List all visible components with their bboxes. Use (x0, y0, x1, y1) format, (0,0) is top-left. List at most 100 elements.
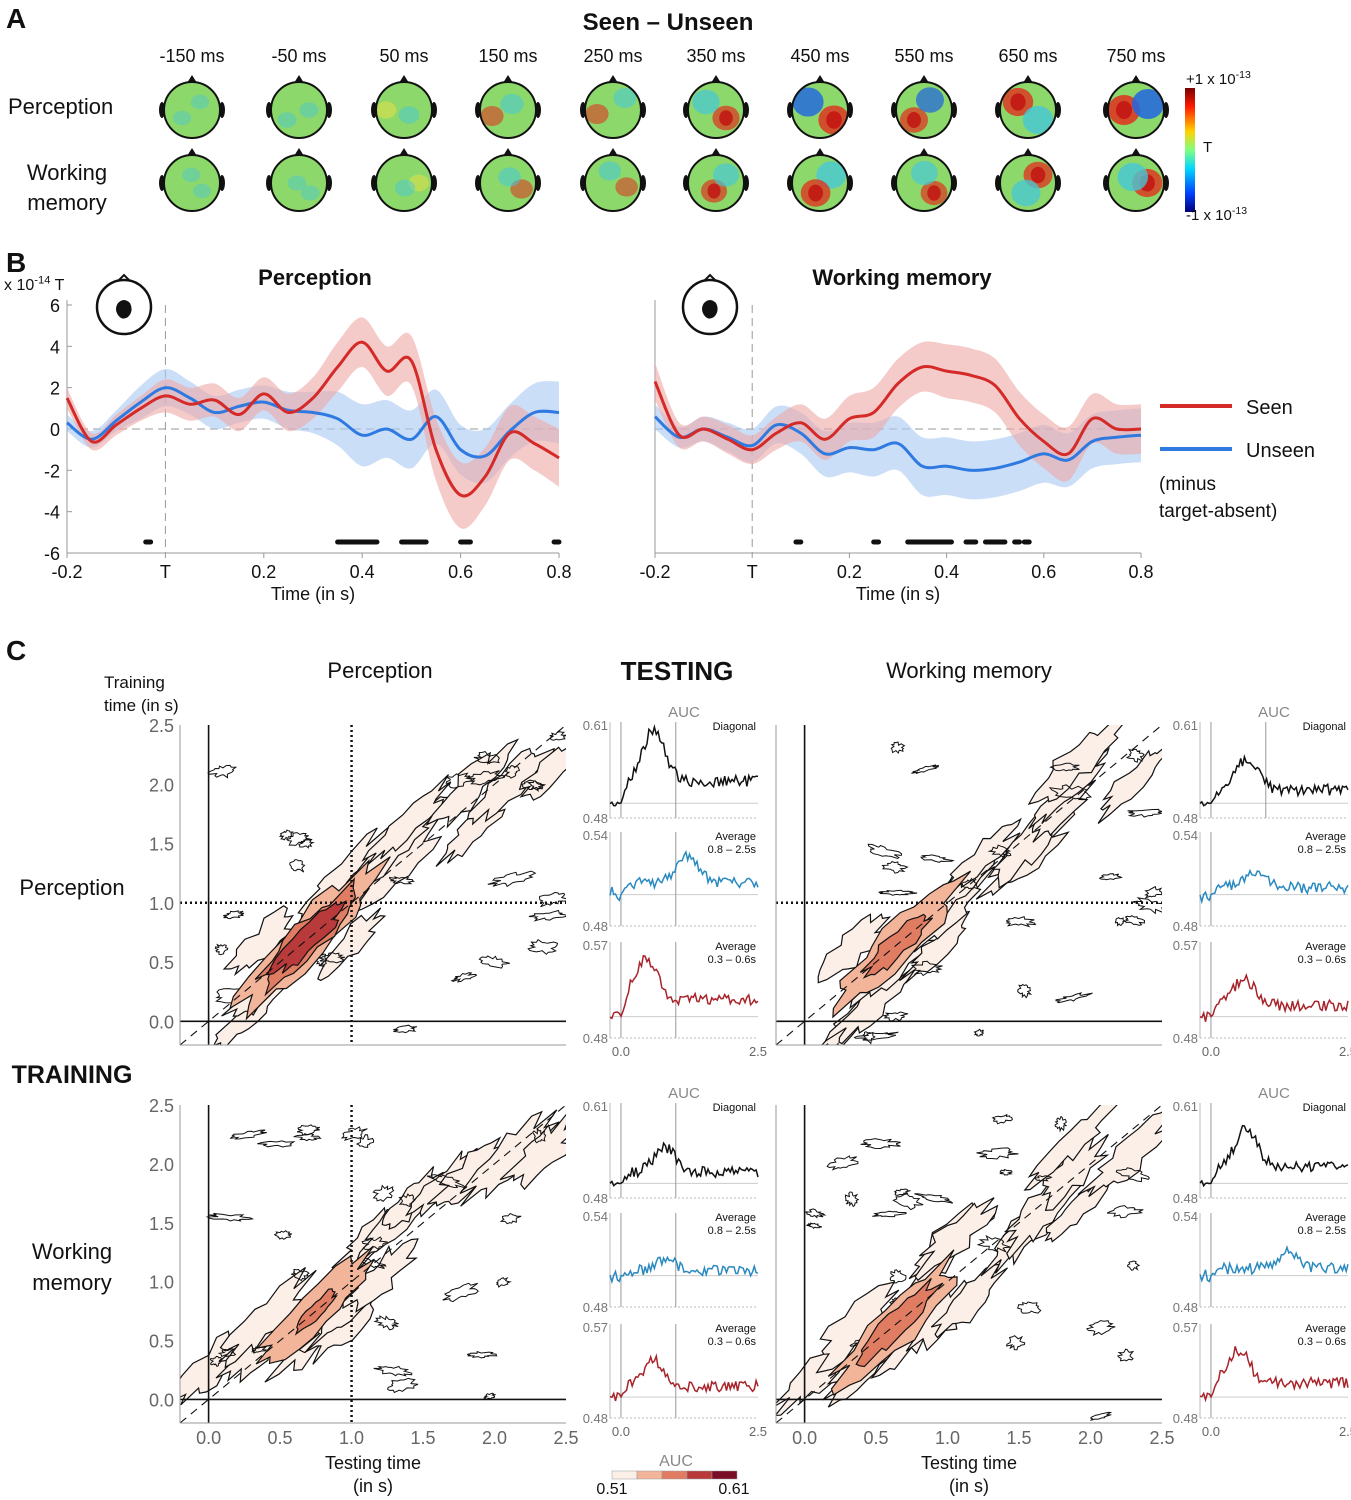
head-scalp (271, 82, 327, 138)
topomap (683, 75, 749, 139)
contour-island (860, 1138, 901, 1150)
contour-island (528, 909, 566, 922)
topomap-blob-core (707, 183, 721, 199)
head-nose (294, 75, 304, 83)
inset-title: 0.3 – 0.6s (708, 1336, 757, 1348)
topomap (266, 148, 332, 212)
x-tick-label: 0.2 (251, 562, 276, 582)
inset-ymin: 0.48 (583, 1031, 608, 1046)
inset-ymin: 0.48 (583, 1300, 608, 1315)
inset-ymin: 0.48 (1173, 1031, 1198, 1046)
contour-level-4 (266, 900, 347, 976)
contour-island (527, 939, 559, 955)
time-label: 50 ms (379, 46, 428, 66)
legend-note-line1: (minus (1159, 474, 1216, 495)
topomap-blobs (911, 160, 948, 206)
contour-island (1115, 1167, 1150, 1183)
panel-letter-a: A (6, 3, 26, 34)
contour-island (878, 889, 918, 896)
auc-colorbar-cell (711, 1470, 738, 1480)
y-tick-label: -4 (44, 503, 60, 523)
inset-ymax: 0.61 (583, 1099, 608, 1114)
contour-island (292, 1133, 322, 1142)
col-title-working-memory: Working memory (886, 658, 1052, 683)
x-tick-label: T (160, 562, 171, 582)
y-tick-label: 0 (50, 420, 60, 440)
legend-seen-label: Seen (1246, 397, 1293, 419)
topomap-blob (1022, 105, 1054, 135)
topomap-blob (1011, 179, 1041, 207)
topomap (266, 75, 332, 139)
head-nose (294, 148, 304, 156)
inset-ymax: 0.61 (583, 718, 608, 733)
contour-island (1048, 784, 1093, 800)
contour-island (361, 1236, 388, 1251)
auc-colorbar-max: 0.61 (718, 1481, 749, 1498)
legend: Seen Unseen (minus target-absent) (1159, 397, 1315, 522)
contour-level-3 (855, 1277, 944, 1368)
contour-island (1005, 1335, 1026, 1351)
topomap-blob (613, 87, 637, 109)
topomap-blobs (1002, 87, 1054, 135)
panel-a: Seen – Unseen -150 ms -50 ms 50 ms 150 ms 250… (8, 9, 1251, 224)
contour-island (217, 1348, 237, 1358)
topomap-blob (1117, 162, 1149, 192)
colorbar-a-min-exp: -13 (1232, 205, 1247, 217)
topomap-blobs (277, 102, 319, 128)
topomap (1103, 75, 1169, 139)
contour-island (442, 1282, 479, 1303)
contour-island (495, 1277, 513, 1288)
contour-island (1132, 897, 1162, 915)
tg-y-tick-label: 1.0 (149, 1273, 174, 1293)
topomap-blobs (1108, 89, 1164, 125)
contour-island (826, 1155, 859, 1171)
topomap-blobs (800, 161, 847, 207)
x-tick-label: 0.8 (546, 562, 571, 582)
inset-curve (1199, 753, 1349, 807)
contour-island (398, 1193, 416, 1208)
inset-curve (609, 724, 758, 807)
c-ylabel-line1: Training (104, 673, 165, 692)
inset-ymin: 0.48 (1173, 1300, 1198, 1315)
head-outline (479, 81, 537, 139)
topomap-blob-core (719, 110, 733, 126)
inset-title: 0.8 – 2.5s (708, 1225, 757, 1237)
contour-island (1116, 1348, 1135, 1362)
contour-level-1 (342, 1238, 419, 1313)
x-tick-label: 0.4 (934, 562, 959, 582)
head-outline (163, 81, 221, 139)
tg-y-tick-label: 2.5 (149, 1096, 174, 1116)
c-row-label-perception: Perception (19, 875, 124, 900)
inset-title: Average (715, 1323, 756, 1335)
head-nose (711, 148, 721, 156)
topomap-blobs (480, 93, 524, 127)
inset-ymin: 0.48 (583, 811, 608, 826)
tg-x-tick-label: 2.5 (1149, 1428, 1174, 1448)
time-label: 250 ms (583, 46, 642, 66)
topomap-blobs (598, 161, 638, 197)
x-tick-label: 0.6 (448, 562, 473, 582)
evoked-title: Working memory (812, 265, 992, 290)
inset-curve (609, 1353, 759, 1402)
auc-colorbar-min: 0.51 (596, 1481, 627, 1498)
topomap (1103, 148, 1169, 212)
ci-band-seen (67, 317, 559, 529)
inset-title: 0.8 – 2.5s (1298, 844, 1347, 856)
x-tick-label: -0.2 (51, 562, 82, 582)
topomap-blob-core (1116, 101, 1132, 119)
topomap (580, 148, 646, 212)
head-outline (1107, 81, 1165, 139)
contour-island (920, 854, 955, 863)
evoked-title: Perception (258, 265, 372, 290)
tg-x-tick-label: 1.5 (411, 1428, 436, 1448)
contour-island (882, 1011, 909, 1022)
tg-contours (817, 725, 1162, 1045)
tg-y-tick-label: 1.5 (149, 1214, 174, 1234)
x-tick-label: T (747, 562, 758, 582)
topomap-blob (916, 87, 944, 113)
inset-x-tick: 2.5 (1339, 1044, 1351, 1059)
inset-title: Average (715, 941, 756, 953)
